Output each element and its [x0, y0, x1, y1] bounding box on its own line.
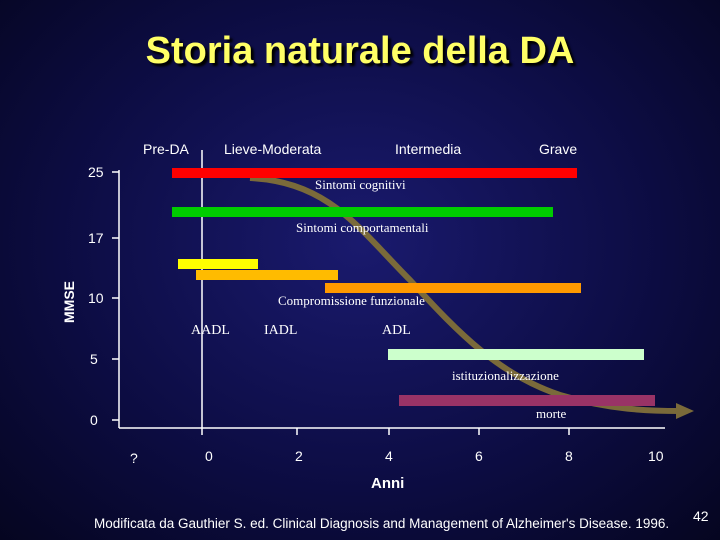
y-tick-label: 0 [90, 412, 98, 428]
x-tick-label: 2 [295, 448, 303, 464]
x-axis-label: Anni [371, 475, 404, 492]
x-tick-label: 0 [205, 448, 213, 464]
y-tick-label: 10 [88, 290, 104, 306]
stage-label-grave: Grave [539, 141, 577, 157]
bar-label-aadl: AADL [191, 323, 230, 338]
bar-label-adl: ADL [382, 323, 411, 338]
bar-adl [325, 283, 581, 293]
bar-label-istituzionalizzazione: istituzionalizzazione [452, 368, 559, 383]
x-tick-label: 4 [385, 448, 393, 464]
bar-label-sintomi-comportamentali: Sintomi comportamentali [296, 220, 429, 235]
bar-sintomi-cognitivi [172, 168, 577, 178]
x-tick-label: 10 [648, 448, 664, 464]
page-number: 42 [693, 508, 709, 524]
y-tick-label: 5 [90, 351, 98, 367]
x-tick-label: 6 [475, 448, 483, 464]
bar-label-compromissione-funzionale: Compromissione funzionale [278, 293, 425, 308]
bar-istituzionalizzazione [388, 349, 644, 360]
y-axis-label: MMSE [61, 281, 77, 323]
curve-arrowhead [676, 403, 694, 419]
stage-label-lieve-moderata: Lieve-Moderata [224, 141, 321, 157]
slide-title: Storia naturale della DA [145, 30, 575, 72]
decline-curve [249, 175, 681, 414]
x-tick-label: ? [130, 450, 138, 466]
bar-iadl [196, 270, 338, 280]
bar-sintomi-comportamentali [172, 207, 553, 217]
y-tick-label: 25 [88, 164, 104, 180]
stage-label-intermedia: Intermedia [395, 141, 461, 157]
y-tick-label: 17 [88, 230, 104, 246]
bar-morte [399, 395, 655, 406]
bar-label-iadl: IADL [264, 323, 297, 338]
bar-label-sintomi-cognitivi: Sintomi cognitivi [315, 177, 406, 192]
bar-aadl [178, 259, 258, 269]
bar-label-morte: morte [536, 406, 567, 421]
stage-label-pre-da: Pre-DA [143, 141, 190, 157]
x-tick-label: 8 [565, 448, 573, 464]
citation-footer: Modificata da Gauthier S. ed. Clinical D… [94, 516, 670, 531]
